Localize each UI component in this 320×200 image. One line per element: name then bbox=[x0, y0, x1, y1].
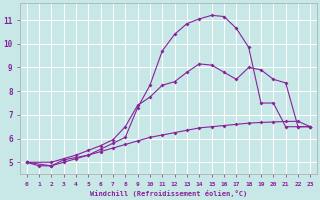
X-axis label: Windchill (Refroidissement éolien,°C): Windchill (Refroidissement éolien,°C) bbox=[90, 190, 247, 197]
